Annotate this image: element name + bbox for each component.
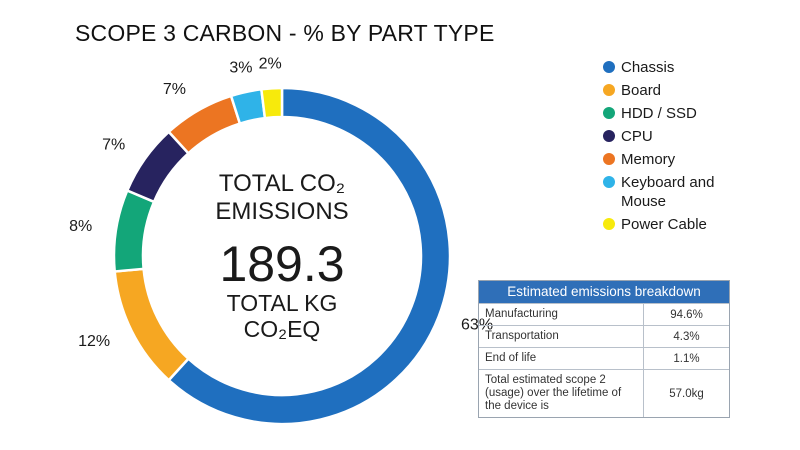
table-cell: End of life — [479, 348, 644, 369]
legend-swatch — [603, 107, 615, 119]
legend-label: Keyboard and Mouse — [621, 174, 715, 210]
legend-swatch — [603, 218, 615, 230]
data-label: 7% — [163, 81, 186, 98]
center-label: TOTAL CO₂ EMISSIONS — [215, 170, 349, 225]
donut-segment — [259, 86, 284, 120]
center-total: 189.3 — [219, 236, 345, 292]
table-cell: Manufacturing — [479, 304, 644, 325]
legend-item: Board — [603, 81, 793, 100]
legend-item: Memory — [603, 150, 793, 169]
legend-label: Board — [621, 82, 662, 99]
table-cell: Transportation — [479, 326, 644, 347]
donut-segment — [167, 94, 242, 156]
legend-swatch — [603, 176, 615, 188]
donut-segment — [167, 86, 452, 426]
legend-label: HDD / SSD — [621, 105, 697, 122]
data-label: 7% — [102, 136, 125, 153]
table-row: Total estimated scope 2 (usage) over the… — [479, 369, 729, 417]
table-cell: 1.1% — [673, 352, 700, 365]
table-cell: 57.0kg — [669, 387, 704, 400]
table-cell: 94.6% — [670, 308, 703, 321]
data-label: 3% — [229, 60, 252, 77]
legend-swatch — [603, 130, 615, 142]
data-label: 2% — [259, 56, 282, 73]
legend-item: Chassis — [603, 58, 793, 77]
data-label: 12% — [78, 333, 110, 350]
legend-label: Memory — [621, 151, 676, 168]
legend-item: Keyboard and Mouse — [603, 173, 793, 211]
data-label: 63% — [461, 317, 493, 334]
table-cell: Total estimated scope 2 (usage) over the… — [479, 370, 644, 417]
legend-swatch — [603, 153, 615, 165]
table-row: Transportation 4.3% — [479, 325, 729, 347]
table-cell: 4.3% — [673, 330, 700, 343]
legend-item: CPU — [603, 127, 793, 146]
center-unit: TOTAL KG CO₂EQ — [226, 290, 338, 342]
data-label: 8% — [69, 218, 92, 235]
table-title: Estimated emissions breakdown — [479, 281, 729, 303]
legend-label: Chassis — [621, 59, 675, 76]
legend: Chassis Board HDD / SSD CPU Memory Keyboard a… — [603, 58, 793, 238]
breakdown-table: Estimated emissions breakdown Manufactur… — [478, 280, 730, 418]
legend-item: HDD / SSD — [603, 104, 793, 123]
table-row: Manufacturing 94.6% — [479, 303, 729, 325]
chart-title: SCOPE 3 CARBON - % BY PART TYPE — [75, 20, 495, 46]
legend-label: CPU — [621, 128, 653, 145]
legend-item: Power Cable — [603, 215, 793, 234]
donut-segment — [112, 188, 156, 273]
legend-swatch — [603, 84, 615, 96]
table-row: End of life 1.1% — [479, 347, 729, 369]
legend-label: Power Cable — [621, 216, 707, 233]
legend-swatch — [603, 61, 615, 73]
donut-segment — [113, 267, 191, 382]
